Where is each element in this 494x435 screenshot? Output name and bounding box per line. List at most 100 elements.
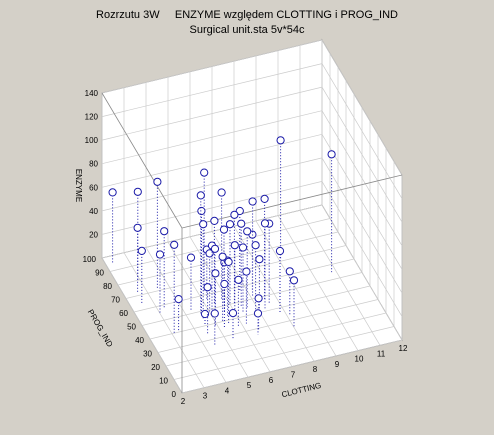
back-wall-gridline-z	[101, 157, 323, 212]
x-tick-label: 2	[181, 397, 186, 406]
data-point	[217, 188, 226, 197]
data-point	[211, 269, 220, 278]
floor-gridline-y	[173, 326, 395, 380]
y-tick-label: 70	[111, 296, 120, 305]
right-wall-gridline-z	[321, 86, 403, 223]
x-tick-label: 3	[203, 392, 208, 401]
right-wall-gridline-z	[321, 110, 403, 246]
back-wall-gridline-z	[101, 133, 323, 188]
data-point	[225, 220, 235, 229]
data-point	[276, 136, 285, 145]
data-point	[218, 252, 227, 261]
right-wall-gridline-z	[321, 39, 403, 176]
chart-titles: Rozrzutu 3W ENZYME względem CLOTTING i P…	[0, 8, 494, 38]
x-tick-label: 7	[291, 371, 296, 380]
floor-gridline-y	[165, 312, 387, 367]
floor-gridline-y	[125, 245, 347, 299]
data-point	[235, 206, 244, 216]
data-point	[237, 219, 246, 228]
box-edge	[101, 92, 183, 229]
data-point	[200, 309, 210, 319]
y-axis-title: PROG_IND	[86, 308, 115, 349]
data-point	[248, 197, 257, 206]
right-wall-gridline-z	[321, 134, 403, 270]
data-point	[230, 210, 239, 219]
x-tick-label: 10	[355, 355, 364, 364]
data-point	[238, 243, 248, 252]
x-tick-label: 12	[399, 344, 408, 353]
data-point	[155, 250, 165, 259]
x-axis-title: CLOTTING	[281, 381, 322, 400]
data-point	[203, 283, 212, 292]
floor-gridline-y	[109, 218, 331, 272]
z-tick-label: 20	[89, 230, 98, 239]
y-tick-label: 80	[103, 282, 112, 291]
z-tick-label: 100	[85, 136, 99, 145]
back-wall-gridline-z	[101, 86, 323, 141]
box-edge	[181, 174, 403, 229]
data-point	[230, 241, 239, 250]
x-tick-label: 11	[377, 349, 386, 358]
data-point	[133, 187, 142, 196]
back-wall-gridline-z	[101, 63, 323, 117]
floor-gridline-y	[181, 339, 403, 394]
right-wall-gridline-z	[321, 181, 403, 317]
x-tick-label: 6	[269, 376, 274, 385]
data-point	[219, 225, 229, 234]
z-tick-label: 80	[89, 160, 98, 169]
y-tick-label: 90	[95, 269, 104, 278]
y-tick-label: 60	[119, 309, 128, 318]
data-point	[210, 309, 219, 318]
z-tick-label: 60	[89, 183, 98, 192]
data-point	[153, 177, 162, 186]
y-tick-label: 50	[127, 323, 136, 332]
z-tick-label: 120	[85, 113, 99, 122]
data-point	[242, 267, 251, 276]
z-axis-title: ENZYME	[74, 169, 83, 202]
z-tick-label: 40	[89, 207, 98, 216]
z-tick-label: 140	[85, 89, 99, 98]
data-point	[174, 295, 183, 304]
data-point	[289, 276, 299, 285]
back-wall-gridline-z	[101, 39, 323, 94]
chart-title: Rozrzutu 3W ENZYME względem CLOTTING i P…	[96, 9, 398, 21]
y-tick-label: 0	[172, 390, 177, 399]
right-wall-gridline-z	[321, 157, 403, 294]
x-tick-label: 9	[335, 360, 340, 369]
floor-gridline-y	[157, 299, 379, 353]
data-point	[224, 257, 233, 266]
right-wall-gridline-z	[321, 63, 403, 199]
data-point	[196, 191, 205, 200]
data-point	[243, 227, 252, 236]
data-point	[133, 223, 142, 232]
data-point	[255, 255, 264, 264]
data-point	[210, 244, 220, 253]
data-point	[251, 241, 260, 250]
data-point	[275, 246, 285, 256]
y-tick-label: 10	[159, 377, 168, 386]
data-point	[234, 275, 243, 284]
x-tick-label: 8	[313, 365, 318, 374]
data-point	[210, 216, 219, 225]
data-point	[200, 168, 209, 177]
data-point	[260, 194, 269, 203]
data-point	[186, 253, 196, 262]
y-tick-label: 40	[135, 336, 144, 345]
data-point	[170, 240, 179, 249]
right-wall-gridline-z	[321, 204, 403, 341]
data-point	[205, 249, 214, 258]
data-point	[108, 188, 117, 197]
data-point	[199, 220, 208, 229]
data-point	[197, 206, 206, 216]
data-point	[260, 219, 270, 228]
data-point	[285, 267, 294, 276]
data-point	[160, 227, 169, 236]
data-point	[137, 246, 146, 255]
data-point	[327, 150, 336, 159]
y-tick-label: 100	[83, 255, 97, 264]
floor-gridline-y	[141, 272, 363, 326]
chart-subtitle: Surgical unit.sta 5v*54c	[189, 24, 305, 36]
data-point	[220, 279, 229, 289]
